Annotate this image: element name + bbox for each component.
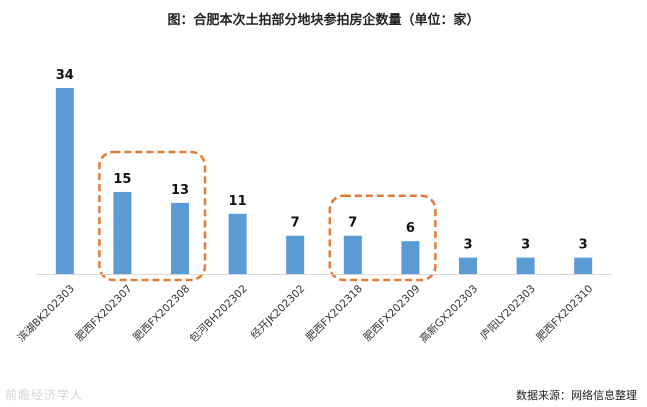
x-tick-label-8: 高新GX202303: [417, 282, 480, 345]
x-tick-label-10: 肥西FX202310: [534, 283, 595, 344]
data-label-7: 6: [406, 221, 415, 236]
watermark: 前瞻经济学人: [5, 388, 84, 402]
bar-7: [401, 241, 420, 274]
data-label-3: 13: [171, 183, 189, 198]
x-tick-label-9: 庐阳LY202303: [478, 282, 538, 342]
chart-title: 图：合肥本次土拍部分地块参拍房企数量（单位：家）: [167, 13, 480, 28]
x-tick-label-6: 肥西FX202318: [304, 283, 365, 344]
data-label-6: 7: [348, 216, 357, 231]
x-tick-label-5: 经开JK202302: [248, 282, 307, 341]
bar-2: [113, 191, 132, 274]
bar-10: [574, 257, 593, 274]
data-label-10: 3: [579, 238, 588, 253]
data-label-8: 3: [463, 238, 472, 253]
x-tick-label-4: 包河BH202302: [187, 282, 250, 345]
x-tick-label-1: 滨湖BK202303: [15, 282, 77, 344]
bar-5: [286, 235, 305, 274]
data-label-9: 3: [521, 238, 530, 253]
highlight-box-1: [98, 150, 207, 282]
bar-4: [228, 213, 247, 274]
data-label-2: 15: [113, 172, 131, 187]
bar-3: [171, 202, 189, 274]
highlight-box-2: [328, 194, 437, 282]
bar-8: [459, 257, 477, 274]
x-tick-label-7: 肥西FX202309: [362, 283, 423, 344]
bar-1: [55, 88, 74, 274]
source-note: 数据来源：网络信息整理: [516, 389, 637, 402]
bar-9: [516, 257, 535, 274]
x-tick-label-3: 肥西FX202308: [131, 283, 192, 344]
x-tick-label-2: 肥西FX202307: [74, 283, 135, 344]
data-label-1: 34: [56, 68, 74, 83]
bar-6: [343, 235, 362, 274]
data-label-4: 11: [229, 194, 247, 209]
data-label-5: 7: [291, 216, 300, 231]
